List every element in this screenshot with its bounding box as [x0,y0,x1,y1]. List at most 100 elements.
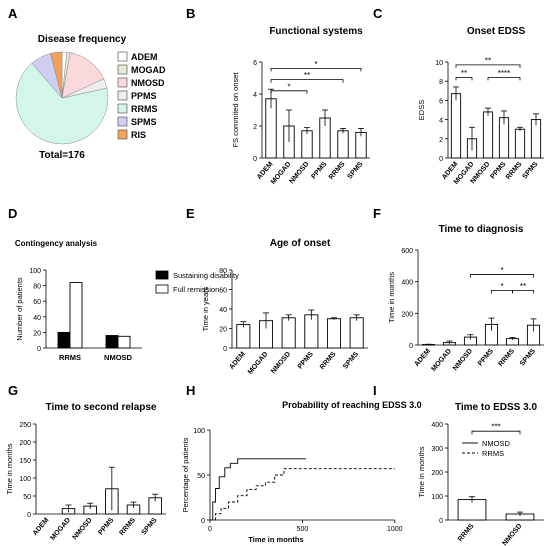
x-tick-label: RRMS [59,353,81,362]
legend-swatch-spms [117,116,128,127]
panel-letter-i: I [373,383,377,398]
bar-rrms-remission [69,282,83,349]
y-tick-label: 600 [401,248,413,255]
chart-title: Onset EDSS [467,26,526,37]
x-tick-label: RRMS [319,351,338,372]
x-tick-label: RRMS [505,161,524,182]
y-tick-label: 40 [33,315,41,322]
bar-nmosd [301,130,313,159]
y-axis-label: Percentage of patients [181,437,190,512]
y-tick-label: 50 [197,473,205,480]
legend-label: Full remission [173,285,219,294]
panel-b: B Functional systems 0 2 4 6 FS commited on on… [186,6,370,186]
y-tick-label: 60 [33,299,41,306]
legend-label-nmosd: NMOSD [131,78,165,88]
y-tick-label: 0 [439,518,443,525]
series-line-rrms [210,468,395,521]
significance-label: ** [461,69,467,78]
panel-letter-f: F [373,206,381,221]
y-tick-label: 0 [253,156,257,163]
y-tick-label: 400 [401,280,413,287]
y-tick-label: 100 [193,428,205,435]
y-tick-label: 4 [253,92,257,99]
panel-letter-g: G [8,383,18,398]
y-tick-label: 0 [409,343,413,350]
y-tick-label: 100 [29,268,41,275]
y-axis-label: Time in years [201,286,210,331]
significance-label: * [500,266,503,275]
panel-i: I Time to EDSS 3.0 0 100 200 300 400 Time in mo… [373,383,544,546]
x-tick-label: PPMS [310,161,328,181]
y-tick-label: 200 [431,470,443,477]
chart-title: Age of onset [270,238,331,249]
pie-slice-rrms [15,62,109,145]
bar-rrms-disability [57,331,71,349]
y-tick-label: 2 [439,137,443,144]
bar-nmosd-remission [117,335,131,349]
bar-rrms [514,128,526,159]
y-tick-label: 2 [253,124,257,131]
x-tick-label: NMOSD [104,353,133,362]
significance-label: ** [520,282,526,291]
y-axis-label: FS commited on onset [231,72,240,148]
chart-title: Probability of reaching EDSS 3.0 [282,400,422,410]
x-tick-label: PPMS [477,348,495,368]
legend-swatch [155,284,169,294]
x-tick-label: RRMS [118,517,137,538]
chart-title: Time to diagnosis [439,224,524,235]
panel-letter-a: A [8,6,18,21]
legend-swatch-ris [117,129,128,140]
bar-spms [349,317,364,349]
y-tick-label: 100 [19,476,31,483]
panel-letter-c: C [373,6,383,21]
y-tick-label: 20 [219,327,227,334]
bar-adem [236,324,251,349]
panel-f: F Time to diagnosis 0 200 400 600 Time in mont… [373,206,544,373]
y-tick-label: 8 [439,79,443,86]
x-tick-label: 0 [208,526,212,533]
pie-total-label: Total=176 [39,150,85,161]
legend-label: Sustaining disability [173,271,239,280]
chart-title: Disease frequency [38,34,127,45]
x-tick-label: RRMS [497,348,516,369]
panel-letter-d: D [8,206,17,221]
chart-title: Functional systems [269,26,363,37]
y-tick-label: 40 [219,307,227,314]
bar-nmosd-disability [105,335,119,349]
x-tick-label: NMOSD [452,348,474,372]
y-axis-label: Number of patients [15,277,24,341]
panel-letter-e: E [186,206,195,221]
significance-label: ** [485,56,491,65]
x-tick-label: NMOSD [270,351,292,375]
y-tick-label: 20 [33,330,41,337]
significance-bracket [470,274,534,278]
chart-title: Time to EDSS 3.0 [455,402,538,413]
legend-swatch-nmosd [117,77,128,88]
bar-nmosd [281,317,296,349]
x-tick-label: NMOSD [288,161,310,185]
y-tick-label: 200 [19,440,31,447]
chart-title: Contingency analysis [15,239,98,248]
x-tick-label: SPMS [521,161,539,181]
y-tick-label: 60 [219,288,227,295]
y-tick-label: 10 [435,60,443,67]
legend-label-mogad: MOGAD [131,65,166,75]
significance-label: ** [304,71,310,80]
legend-label: RRMS [482,449,504,458]
y-axis-label: EDSS [417,100,426,120]
y-tick-label: 0 [439,156,443,163]
y-tick-label: 0 [201,518,205,525]
significance-bracket [471,430,521,435]
significance-bracket [455,76,473,81]
x-tick-label: NMOSD [72,517,94,541]
legend-swatch-rrms [117,103,128,114]
y-tick-label: 100 [431,494,443,501]
y-tick-label: 200 [401,311,413,318]
legend-label-adem: ADEM [131,52,158,62]
significance-label: *** [491,423,500,432]
x-tick-label: PPMS [297,351,315,371]
y-tick-label: 6 [253,60,257,67]
